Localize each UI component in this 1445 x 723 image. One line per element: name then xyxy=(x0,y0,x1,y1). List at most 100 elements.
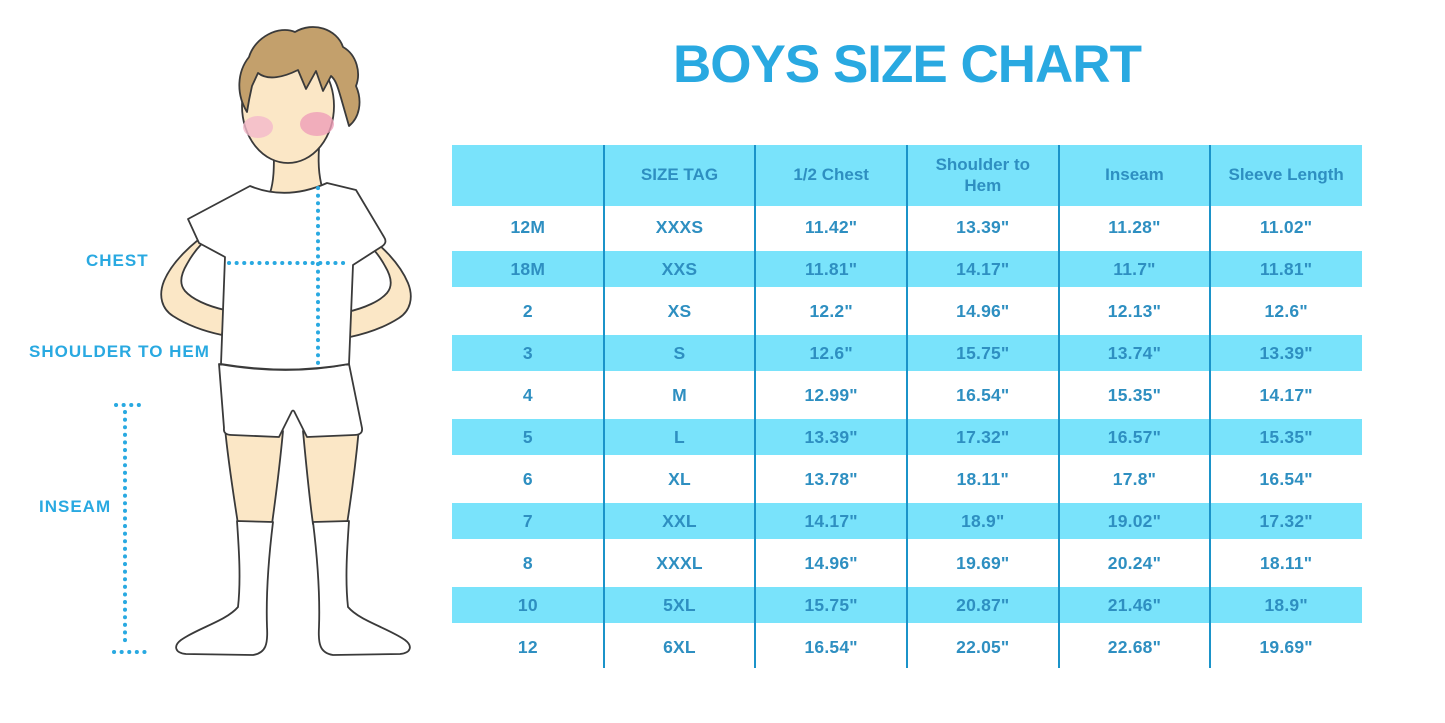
table-cell: 15.35" xyxy=(1210,416,1362,458)
table-cell: 18.11" xyxy=(1259,552,1313,573)
left-sock xyxy=(175,520,274,656)
table-cell: XS xyxy=(667,300,692,321)
table-cell: 17.32" xyxy=(1210,500,1362,542)
column-header: Sleeve Length xyxy=(1210,145,1362,206)
table-cell: 19.69" xyxy=(956,552,1010,573)
size-cell: 5 xyxy=(452,416,604,458)
table-row: 6 XL 13.78" 18.11" 17.8" 16.54" xyxy=(452,458,1362,500)
table-cell: 12.6" xyxy=(1264,300,1308,321)
table-row: 18M XXS 11.81" 14.17" 11.7" 11.81" xyxy=(452,248,1362,290)
table-cell: 6XL xyxy=(663,636,696,657)
table-row: 10 5XL 15.75" 20.87" 21.46" 18.9" xyxy=(452,584,1362,626)
size-table: SIZE TAG 1/2 Chest Shoulder to Hem Inseam Sl… xyxy=(452,145,1362,668)
table-cell: XXS xyxy=(603,248,756,290)
table-cell: L xyxy=(603,416,756,458)
table-row: 5 L 13.39" 17.32" 16.57" 15.35" xyxy=(452,416,1362,458)
table-cell: 13.39" xyxy=(956,216,1010,237)
table-cell: 14.17" xyxy=(755,500,907,542)
column-header: 1/2 Chest xyxy=(755,145,907,206)
boy-measurement-illustration xyxy=(112,26,412,656)
table-cell: M xyxy=(672,384,687,405)
table-cell: 11.7" xyxy=(1058,248,1211,290)
hair xyxy=(238,26,361,127)
table-cell: 12.6" xyxy=(755,332,907,374)
column-divider-line xyxy=(602,145,605,668)
column-header xyxy=(452,145,604,206)
table-cell: 11.28" xyxy=(1108,216,1161,237)
column-header: SIZE TAG xyxy=(603,145,756,206)
table-cell: 22.05" xyxy=(956,636,1010,657)
table-cell: 19.69" xyxy=(1259,636,1313,657)
table-cell: 11.81" xyxy=(1210,248,1362,290)
column-header: Inseam xyxy=(1058,145,1211,206)
size-cell: 18M xyxy=(452,248,604,290)
size-cell: 3 xyxy=(452,332,604,374)
column-divider-line xyxy=(1057,145,1060,668)
chest-label: CHEST xyxy=(86,251,149,270)
page-title: BOYS SIZE CHART xyxy=(673,35,1142,94)
right-cheek-blush xyxy=(300,112,334,136)
table-cell: 16.57" xyxy=(1058,416,1211,458)
table-cell: XXL xyxy=(603,500,756,542)
table-cell: 16.54" xyxy=(804,636,858,657)
table-cell: 13.74" xyxy=(1058,332,1211,374)
table-cell: 15.35" xyxy=(1107,384,1162,405)
right-sock xyxy=(312,520,411,656)
table-cell: 17.8" xyxy=(1112,468,1157,489)
header-row: SIZE TAG 1/2 Chest Shoulder to Hem Inseam Sl… xyxy=(452,145,1362,206)
table-cell: 18.9" xyxy=(1210,584,1362,626)
table-cell: 15.75" xyxy=(906,332,1059,374)
left-leg xyxy=(224,427,284,525)
table-row: 2 XS 12.2" 14.96" 12.13" 12.6" xyxy=(452,290,1362,332)
table-cell: 20.24" xyxy=(1107,552,1162,573)
t-shirt xyxy=(187,182,387,371)
table-row: 8 XXXL 14.96" 19.69" 20.24" 18.11" xyxy=(452,542,1362,584)
table-cell: 12.13" xyxy=(1107,300,1162,321)
table-cell: 22.68" xyxy=(1107,636,1162,657)
table-cell: 14.17" xyxy=(1259,384,1313,405)
table-row: 7 XXL 14.17" 18.9" 19.02" 17.32" xyxy=(452,500,1362,542)
table-cell: 11.02" xyxy=(1259,216,1313,237)
column-divider-line xyxy=(1209,145,1212,668)
table-cell: 18.11" xyxy=(956,468,1009,489)
table-cell: 17.32" xyxy=(906,416,1059,458)
shoulder-to-hem-label: SHOULDER TO HEM xyxy=(29,342,210,361)
left-cheek-blush xyxy=(243,116,273,138)
table-cell: 15.75" xyxy=(755,584,907,626)
table-row: 12 6XL 16.54" 22.05" 22.68" 19.69" xyxy=(452,626,1362,668)
size-cell: 6 xyxy=(522,468,533,489)
size-cell: 12 xyxy=(517,636,538,657)
table-cell: S xyxy=(603,332,756,374)
table-cell: 13.39" xyxy=(755,416,907,458)
table-row: 12M XXXS 11.42" 13.39" 11.28" 11.02" xyxy=(452,206,1362,248)
table-cell: XL xyxy=(668,468,691,489)
table-cell: 21.46" xyxy=(1058,584,1211,626)
table-cell: 12.2" xyxy=(809,300,853,321)
right-leg xyxy=(302,427,360,525)
shorts xyxy=(218,363,363,438)
table-cell: 5XL xyxy=(603,584,756,626)
size-cell: 10 xyxy=(452,584,604,626)
table-cell: 11.42" xyxy=(804,216,858,237)
size-cell: 4 xyxy=(522,384,533,405)
column-divider-line xyxy=(906,145,908,668)
table-cell: 14.17" xyxy=(906,248,1059,290)
table-row: 4 M 12.99" 16.54" 15.35" 14.17" xyxy=(452,374,1362,416)
table-cell: 16.54" xyxy=(956,384,1010,405)
table-cell: XXXL xyxy=(656,552,703,573)
column-header: Shoulder to Hem xyxy=(906,145,1059,206)
table-cell: 14.96" xyxy=(804,552,858,573)
column-divider-line xyxy=(754,145,757,668)
size-cell: 7 xyxy=(452,500,604,542)
table-cell: 19.02" xyxy=(1058,500,1211,542)
size-cell: 12M xyxy=(510,216,546,237)
table-cell: 16.54" xyxy=(1259,468,1313,489)
table-cell: 18.9" xyxy=(906,500,1059,542)
table-cell: 13.39" xyxy=(1210,332,1362,374)
table-cell: 11.81" xyxy=(755,248,907,290)
table-cell: 12.99" xyxy=(804,384,858,405)
inseam-label: INSEAM xyxy=(39,497,112,516)
table-cell: 14.96" xyxy=(956,300,1010,321)
size-table-container: SIZE TAG 1/2 Chest Shoulder to Hem Inseam Sl… xyxy=(452,145,1362,668)
size-cell: 2 xyxy=(522,300,533,321)
